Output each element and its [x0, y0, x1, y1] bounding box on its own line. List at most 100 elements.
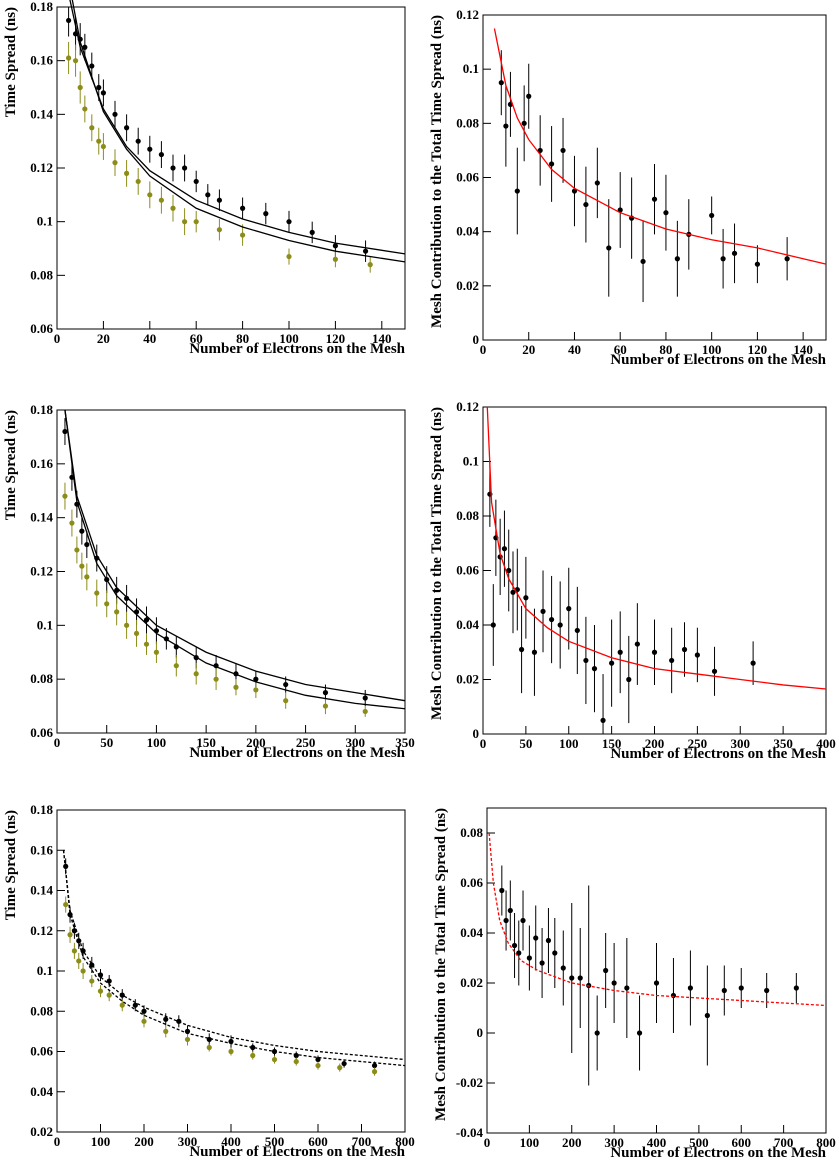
data-point	[549, 161, 555, 167]
y-axis-title: Time Spread (ns)	[3, 410, 19, 520]
data-point	[82, 44, 88, 50]
x-tick-label: 80	[236, 331, 249, 346]
data-point	[709, 212, 715, 219]
data-point	[611, 980, 617, 986]
x-tick-label: 300	[731, 736, 751, 751]
data-point	[182, 219, 188, 225]
data-point	[362, 248, 369, 254]
data-point	[569, 975, 575, 981]
data-point	[193, 178, 199, 185]
data-point	[67, 932, 73, 938]
y-tick-label: 0.08	[460, 825, 483, 840]
data-point	[720, 256, 726, 262]
data-point	[731, 250, 738, 256]
y-tick-label: -0.04	[456, 1125, 484, 1140]
data-point	[69, 520, 75, 526]
data-point	[594, 1030, 600, 1036]
data-point	[100, 143, 106, 150]
data-point	[721, 987, 727, 994]
y-tick-label: -0.02	[456, 1075, 483, 1090]
data-point	[66, 55, 72, 61]
data-point	[533, 935, 539, 941]
data-point	[362, 708, 368, 715]
data-point	[577, 975, 583, 981]
data-point	[205, 192, 211, 198]
data-point	[499, 887, 505, 894]
fit-curve	[486, 406, 827, 690]
y-tick-label: 0.16	[30, 456, 53, 471]
data-point	[750, 660, 756, 666]
x-tick-label: 800	[395, 1134, 415, 1149]
x-tick-label: 200	[562, 1135, 582, 1150]
data-point	[518, 646, 525, 653]
data-point	[371, 1062, 378, 1069]
data-point	[170, 165, 176, 171]
data-point	[362, 695, 368, 701]
data-point	[228, 1038, 234, 1045]
y-tick-label: 0.06	[456, 563, 479, 578]
data-point	[511, 942, 518, 949]
data-point	[545, 937, 552, 944]
data-point	[80, 948, 86, 954]
data-point	[315, 1062, 321, 1069]
data-point	[253, 687, 259, 693]
y-tick-label: 0	[473, 332, 480, 347]
data-point	[503, 123, 509, 129]
x-tick-label: 50	[100, 735, 113, 750]
x-tick-label: 350	[773, 736, 793, 751]
data-point	[507, 907, 513, 914]
data-point	[263, 211, 269, 217]
data-point	[583, 201, 589, 208]
data-point	[79, 528, 85, 534]
data-point	[89, 125, 95, 131]
x-tick-label: 300	[604, 1135, 624, 1150]
data-point	[549, 616, 555, 623]
plot-frame	[56, 409, 406, 734]
data-point	[540, 608, 546, 614]
data-point	[653, 980, 660, 986]
data-point	[640, 258, 646, 265]
y-tick-label: 0.04	[456, 224, 479, 239]
y-tick-label: 0.1	[37, 617, 53, 632]
x-axis-title: Number of Electrons on the Mesh	[610, 746, 826, 762]
data-point	[124, 595, 130, 602]
y-tick-label: 0.16	[30, 53, 53, 68]
data-point	[552, 950, 558, 956]
data-point	[182, 165, 188, 171]
y-tick-label: 0.04	[456, 617, 479, 632]
data-point	[135, 138, 141, 144]
data-point	[153, 649, 160, 655]
data-point	[286, 253, 292, 260]
data-point	[62, 428, 68, 435]
y-tick-label: 0.12	[30, 160, 53, 175]
data-point	[784, 256, 790, 262]
data-point	[583, 657, 589, 664]
y-tick-label: 0.06	[456, 170, 479, 185]
data-point	[617, 649, 623, 655]
data-point	[520, 917, 526, 924]
data-point	[626, 676, 632, 683]
data-point	[96, 138, 102, 144]
data-point	[233, 684, 239, 690]
data-point	[738, 985, 744, 991]
x-tick-label: 700	[352, 1134, 372, 1149]
x-tick-label: 200	[134, 1134, 154, 1149]
data-point	[367, 262, 373, 268]
data-point	[89, 978, 95, 984]
data-point	[106, 992, 112, 998]
data-point	[112, 111, 118, 117]
data-point	[286, 219, 292, 225]
y-tick-label: 0.1	[37, 963, 53, 978]
data-point	[97, 988, 104, 994]
x-tick-label: 40	[143, 331, 156, 346]
x-tick-label: 700	[774, 1135, 794, 1150]
x-tick-label: 100	[91, 1134, 111, 1149]
data-point	[600, 717, 606, 723]
data-point	[250, 1044, 256, 1051]
x-tick-label: 300	[178, 1134, 198, 1149]
y-axis-title: Mesh Contribution to the Total Time Spre…	[429, 407, 445, 720]
x-tick-label: 0	[54, 1134, 61, 1149]
x-tick-label: 100	[279, 331, 299, 346]
data-point	[71, 948, 77, 954]
